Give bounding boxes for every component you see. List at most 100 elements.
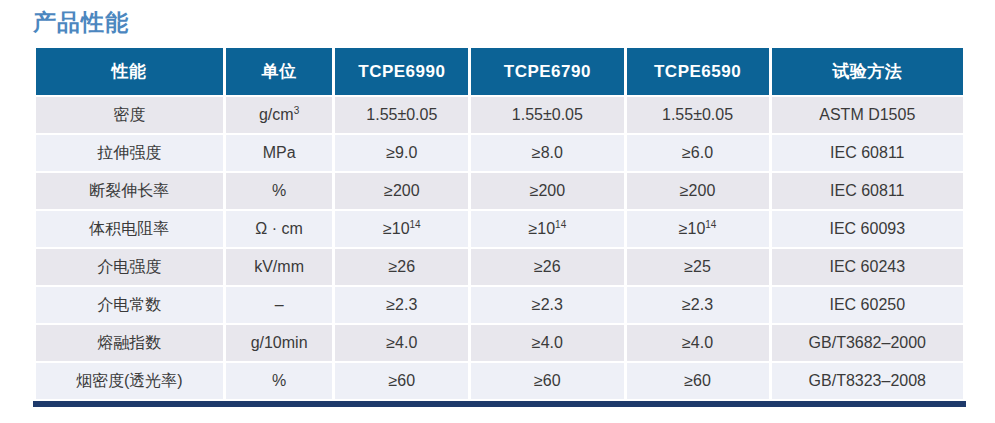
cell-tcpe6790: ≥8.0: [470, 134, 625, 172]
cell-text: ≥10: [529, 220, 556, 237]
cell-text: 1.55±0.05: [662, 106, 733, 123]
cell-tcpe6790: ≥4.0: [470, 324, 625, 362]
cell-text: kV/mm: [254, 258, 304, 275]
cell-unit: g/10min: [224, 324, 334, 362]
table-header: 性能 单位 TCPE6990 TCPE6790 TCPE6590 试验方法: [35, 47, 965, 96]
col-header-tcpe6590: TCPE6590: [625, 47, 770, 96]
cell-tcpe6990: ≥60: [334, 362, 470, 400]
table-row-elongation-at-break: 断裂伸长率 % ≥200 ≥200 ≥200 IEC 60811: [35, 172, 965, 210]
cell-property: 拉伸强度: [35, 134, 225, 172]
cell-text: g/10min: [251, 334, 308, 351]
cell-text: ≥8.0: [532, 144, 563, 161]
col-header-tcpe6990: TCPE6990: [334, 47, 470, 96]
cell-test-method: GB/T8323–2008: [770, 362, 964, 400]
table-row-tensile-strength: 拉伸强度 MPa ≥9.0 ≥8.0 ≥6.0 IEC 60811: [35, 134, 965, 172]
cell-text: ≥200: [384, 182, 419, 199]
cell-tcpe6790: ≥200: [470, 172, 625, 210]
cell-tcpe6990: ≥4.0: [334, 324, 470, 362]
cell-text: ≥2.3: [532, 296, 563, 313]
cell-test-method: GB/T3682–2000: [770, 324, 964, 362]
cell-property: 体积电阻率: [35, 210, 225, 248]
cell-test-method: IEC 60093: [770, 210, 964, 248]
col-header-property: 性能: [35, 47, 225, 96]
cell-test-method: IEC 60243: [770, 248, 964, 286]
cell-text: 1.55±0.05: [512, 106, 583, 123]
cell-text: ≥10: [679, 220, 706, 237]
cell-tcpe6990: 1.55±0.05: [334, 96, 470, 134]
cell-tcpe6990: ≥200: [334, 172, 470, 210]
cell-unit: –: [224, 286, 334, 324]
cell-text: –: [275, 296, 284, 313]
cell-tcpe6790: 1.55±0.05: [470, 96, 625, 134]
cell-text: ≥4.0: [682, 334, 713, 351]
cell-tcpe6990: ≥1014: [334, 210, 470, 248]
cell-text: ≥4.0: [532, 334, 563, 351]
product-performance-table: 性能 单位 TCPE6990 TCPE6790 TCPE6590 试验方法 密度…: [33, 46, 966, 401]
cell-property: 断裂伸长率: [35, 172, 225, 210]
cell-test-method: IEC 60250: [770, 286, 964, 324]
cell-text: ≥200: [680, 182, 715, 199]
cell-superscript: 14: [555, 219, 566, 230]
cell-text: %: [272, 372, 286, 389]
cell-unit: g/cm3: [224, 96, 334, 134]
page-title: 产品性能: [33, 8, 995, 36]
col-header-unit: 单位: [224, 47, 334, 96]
header-row: 性能 单位 TCPE6990 TCPE6790 TCPE6590 试验方法: [35, 47, 965, 96]
cell-text: ≥6.0: [682, 144, 713, 161]
cell-text: ≥9.0: [386, 144, 417, 161]
cell-property: 介电强度: [35, 248, 225, 286]
cell-unit: Ω · cm: [224, 210, 334, 248]
cell-tcpe6990: ≥2.3: [334, 286, 470, 324]
table-row-dielectric-constant: 介电常数 – ≥2.3 ≥2.3 ≥2.3 IEC 60250: [35, 286, 965, 324]
cell-unit: kV/mm: [224, 248, 334, 286]
cell-text: MPa: [263, 144, 296, 161]
cell-text: g/cm: [259, 106, 294, 123]
cell-text: Ω · cm: [255, 220, 303, 237]
cell-tcpe6990: ≥26: [334, 248, 470, 286]
cell-tcpe6790: ≥1014: [470, 210, 625, 248]
cell-tcpe6590: ≥1014: [625, 210, 770, 248]
cell-test-method: IEC 60811: [770, 172, 964, 210]
cell-text: ≥10: [383, 220, 410, 237]
col-header-test-method: 试验方法: [770, 47, 964, 96]
cell-tcpe6590: ≥25: [625, 248, 770, 286]
cell-text: ≥26: [389, 258, 416, 275]
cell-text: ≥60: [534, 372, 561, 389]
cell-text: %: [272, 182, 286, 199]
table-row-volume-resistivity: 体积电阻率 Ω · cm ≥1014 ≥1014 ≥1014 IEC 60093: [35, 210, 965, 248]
cell-text: ≥200: [530, 182, 565, 199]
table-bottom-accent-bar: [33, 401, 966, 407]
cell-text: ≥2.3: [386, 296, 417, 313]
table-body: 密度 g/cm3 1.55±0.05 1.55±0.05 1.55±0.05 A…: [35, 96, 965, 400]
table-row-smoke-density: 烟密度(透光率) % ≥60 ≥60 ≥60 GB/T8323–2008: [35, 362, 965, 400]
cell-tcpe6590: ≥60: [625, 362, 770, 400]
cell-text: ≥60: [389, 372, 416, 389]
cell-text: 1.55±0.05: [366, 106, 437, 123]
cell-unit: MPa: [224, 134, 334, 172]
table-row-density: 密度 g/cm3 1.55±0.05 1.55±0.05 1.55±0.05 A…: [35, 96, 965, 134]
cell-test-method: ASTM D1505: [770, 96, 964, 134]
cell-text: ≥25: [684, 258, 711, 275]
cell-text: ≥26: [534, 258, 561, 275]
col-header-tcpe6790: TCPE6790: [470, 47, 625, 96]
cell-text: ≥60: [684, 372, 711, 389]
cell-superscript: 14: [705, 219, 716, 230]
cell-tcpe6590: ≥2.3: [625, 286, 770, 324]
cell-text: ≥2.3: [682, 296, 713, 313]
cell-superscript: 3: [294, 105, 300, 116]
cell-tcpe6790: ≥60: [470, 362, 625, 400]
cell-tcpe6990: ≥9.0: [334, 134, 470, 172]
cell-property: 熔融指数: [35, 324, 225, 362]
cell-unit: %: [224, 172, 334, 210]
cell-tcpe6790: ≥26: [470, 248, 625, 286]
cell-property: 介电常数: [35, 286, 225, 324]
cell-unit: %: [224, 362, 334, 400]
cell-property: 烟密度(透光率): [35, 362, 225, 400]
cell-test-method: IEC 60811: [770, 134, 964, 172]
cell-tcpe6590: 1.55±0.05: [625, 96, 770, 134]
cell-superscript: 14: [410, 219, 421, 230]
cell-text: ≥4.0: [386, 334, 417, 351]
cell-property: 密度: [35, 96, 225, 134]
table-row-melt-index: 熔融指数 g/10min ≥4.0 ≥4.0 ≥4.0 GB/T3682–200…: [35, 324, 965, 362]
cell-tcpe6790: ≥2.3: [470, 286, 625, 324]
